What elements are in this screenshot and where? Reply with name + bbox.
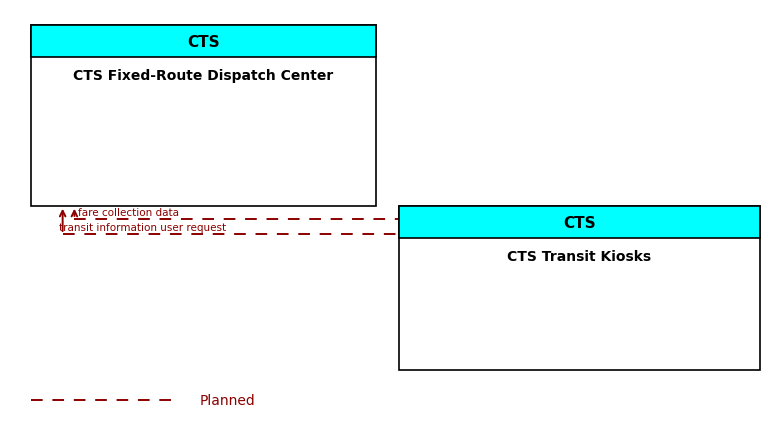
Text: transit information user request: transit information user request xyxy=(59,222,226,232)
Bar xyxy=(399,206,760,370)
Bar xyxy=(31,26,376,206)
Text: CTS Transit Kiosks: CTS Transit Kiosks xyxy=(507,249,651,263)
Text: CTS Fixed-Route Dispatch Center: CTS Fixed-Route Dispatch Center xyxy=(74,69,334,83)
Text: CTS: CTS xyxy=(563,215,596,230)
Bar xyxy=(399,206,760,239)
Bar xyxy=(31,26,376,58)
Text: fare collection data: fare collection data xyxy=(78,207,179,217)
Text: Planned: Planned xyxy=(200,393,255,407)
Text: CTS: CTS xyxy=(187,34,220,49)
